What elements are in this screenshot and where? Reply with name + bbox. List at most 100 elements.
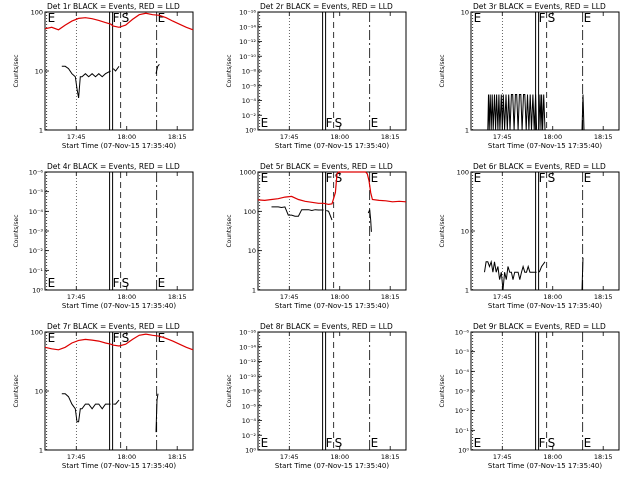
y-tick-label: 10⁻¹⁰	[239, 373, 256, 381]
series-events-line	[271, 206, 372, 232]
y-axis-label: Counts/sec	[226, 54, 233, 87]
marker-label: E	[261, 171, 269, 185]
panel-4: Det 4r BLACK = Events, RED = LLD 17:45 18:…	[13, 162, 194, 310]
y-axis-label: Counts/sec	[13, 214, 20, 247]
x-axis-label: Start Time (07-Nov-15 17:35:40)	[62, 462, 176, 470]
y-tick-label: 10⁻²	[29, 247, 44, 255]
y-tick-label: 10⁻¹⁴	[239, 343, 256, 351]
y-axis-label: Counts/sec	[439, 54, 446, 87]
marker-label: E	[584, 11, 592, 25]
y-tick-label: 10⁰	[245, 447, 256, 455]
marker-label: F	[113, 331, 120, 345]
y-tick-label: 10⁻⁸	[242, 388, 257, 396]
marker-label: S	[335, 171, 343, 185]
marker-label: E	[371, 436, 379, 450]
x-axis-label: Start Time (07-Nov-15 17:35:40)	[488, 142, 602, 150]
y-axis-label: Counts/sec	[439, 214, 446, 247]
panel-title: Det 3r BLACK = Events, RED = LLD	[473, 2, 606, 11]
y-tick-label: 10⁻⁴	[29, 208, 44, 216]
y-tick-label: 10⁻⁶	[29, 169, 44, 177]
plot-frame	[257, 171, 407, 291]
y-axis-label: Counts/sec	[13, 374, 20, 407]
y-tick-label: 10⁻⁴	[242, 417, 257, 425]
panel-7: Det 7r BLACK = Events, RED = LLD 17:45 18:…	[13, 322, 194, 470]
marker-label: E	[158, 331, 166, 345]
x-tick-label: 18:00	[543, 293, 562, 301]
y-tick-label: 10⁻¹²	[239, 38, 256, 46]
panel-title: Det 4r BLACK = Events, RED = LLD	[47, 162, 180, 171]
marker-label: S	[122, 331, 130, 345]
x-tick-label: 18:15	[168, 133, 187, 141]
y-tick-label: 10⁻¹⁰	[239, 53, 256, 61]
x-tick-label: 18:15	[594, 133, 613, 141]
marker-label: E	[48, 331, 56, 345]
y-tick-label: 10⁻¹⁶	[239, 9, 256, 17]
series-events-line	[487, 94, 585, 131]
marker-label: E	[474, 11, 482, 25]
y-tick-label: 10⁻¹	[455, 427, 470, 435]
x-tick-label: 18:00	[330, 293, 349, 301]
marker-label: S	[548, 171, 556, 185]
x-tick-label: 17:45	[67, 133, 86, 141]
marker-label: F	[326, 116, 333, 130]
panel-title: Det 1r BLACK = Events, RED = LLD	[47, 2, 180, 11]
plot-frame	[44, 171, 194, 291]
marker-label: F	[539, 436, 546, 450]
series-lld-line	[44, 12, 194, 31]
x-tick-label: 18:15	[168, 453, 187, 461]
y-axis-label: Counts/sec	[226, 214, 233, 247]
x-tick-label: 18:00	[330, 133, 349, 141]
y-tick-label: 10⁻⁶	[455, 329, 470, 337]
y-tick-label: 10	[35, 388, 43, 396]
plot-frame	[470, 171, 620, 291]
marker-label: S	[548, 11, 556, 25]
y-tick-label: 10⁻⁶	[242, 402, 257, 410]
marker-label: E	[48, 276, 56, 290]
y-tick-label: 100	[457, 169, 469, 177]
marker-label: F	[539, 171, 546, 185]
plot-frame	[257, 331, 407, 451]
panel-3: Det 3r BLACK = Events, RED = LLD 17:45 18:…	[439, 2, 620, 150]
y-axis-label: Counts/sec	[439, 374, 446, 407]
y-tick-label: 10⁰	[458, 447, 469, 455]
y-tick-label: 1	[39, 447, 43, 455]
plot-frame	[470, 331, 620, 451]
y-tick-label: 10⁻¹⁴	[239, 23, 256, 31]
x-tick-label: 17:45	[280, 133, 299, 141]
y-tick-label: 10⁻⁴	[242, 97, 257, 105]
panel-9: Det 9r BLACK = Events, RED = LLD 17:45 18:…	[439, 322, 620, 470]
x-axis-label: Start Time (07-Nov-15 17:35:40)	[488, 462, 602, 470]
x-tick-label: 18:00	[117, 453, 136, 461]
x-axis-label: Start Time (07-Nov-15 17:35:40)	[488, 302, 602, 310]
y-tick-label: 1000	[239, 169, 256, 177]
plot-frame	[44, 11, 194, 131]
marker-label: E	[584, 171, 592, 185]
plot-frame	[257, 11, 407, 131]
marker-label: E	[158, 11, 166, 25]
x-tick-label: 17:45	[67, 293, 86, 301]
marker-label: E	[48, 11, 56, 25]
y-tick-label: 10⁰	[245, 127, 256, 135]
y-tick-label: 1	[252, 287, 256, 295]
marker-label: S	[122, 276, 130, 290]
marker-label: F	[113, 11, 120, 25]
marker-label: E	[474, 436, 482, 450]
x-tick-label: 18:15	[381, 453, 400, 461]
y-tick-label: 1	[465, 287, 469, 295]
x-axis-label: Start Time (07-Nov-15 17:35:40)	[62, 302, 176, 310]
series-events-line	[61, 393, 159, 433]
panel-title: Det 9r BLACK = Events, RED = LLD	[473, 322, 606, 331]
x-tick-label: 17:45	[280, 293, 299, 301]
marker-label: E	[474, 171, 482, 185]
marker-label: S	[122, 11, 130, 25]
marker-label: E	[261, 116, 269, 130]
x-tick-label: 18:15	[381, 293, 400, 301]
x-tick-label: 17:45	[493, 453, 512, 461]
y-tick-label: 10⁻¹	[29, 267, 44, 275]
y-tick-label: 10⁻²	[242, 432, 257, 440]
series-lld-line	[44, 333, 194, 351]
plot-frame	[44, 331, 194, 451]
series-events-line	[62, 64, 161, 102]
panel-5: Det 5r BLACK = Events, RED = LLD 17:45 18:…	[226, 162, 407, 310]
